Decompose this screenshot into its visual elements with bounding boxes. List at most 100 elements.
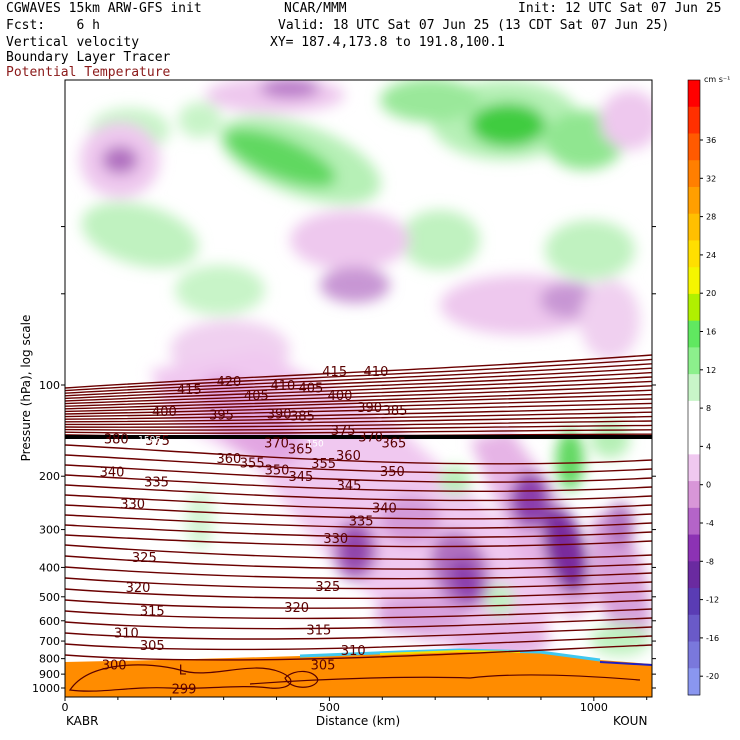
x-axis-ticks: 0 500 1000	[62, 697, 648, 714]
theta-label: 385	[383, 404, 408, 419]
theta-label: 410	[270, 379, 295, 394]
colorbar-label: -20	[706, 672, 719, 681]
y-tick-label: 900	[39, 668, 60, 681]
theta-contour-line	[65, 354, 652, 389]
theta-contour-line	[65, 411, 652, 423]
y-tick-label: 600	[39, 615, 60, 628]
colorbar-swatch	[688, 534, 700, 562]
theta-contour-line	[65, 363, 652, 394]
theta-label: 310	[114, 626, 139, 641]
theta-contour-line	[65, 566, 652, 580]
y-tick-label: 200	[39, 470, 60, 483]
theta-label: 315	[306, 623, 331, 638]
theta-contour-line	[65, 599, 652, 609]
colorbar-label: 36	[706, 136, 716, 145]
y-tick-label: 500	[39, 591, 60, 604]
theta-label: 415	[177, 383, 202, 398]
y-tick-label: 100	[39, 379, 60, 392]
theta-label: 375	[331, 424, 356, 439]
theta-label: 355	[311, 457, 336, 472]
colorbar-swatch	[688, 614, 700, 643]
colorbar-label: 4	[706, 442, 711, 451]
colorbar-label: 8	[706, 404, 711, 413]
theta-contour-line	[65, 544, 652, 561]
theta-label: 395	[209, 408, 234, 423]
endpoint-right: KOUN	[613, 714, 647, 728]
field-boundary-layer-tracer: Boundary Layer Tracer	[6, 50, 171, 65]
colorbar-swatch	[688, 481, 700, 509]
theta-label: 405	[298, 382, 323, 397]
colorbar-swatch	[688, 507, 700, 536]
colorbar-swatch	[688, 668, 700, 696]
colorbar-label: -8	[706, 557, 714, 566]
theta-contour-line	[65, 380, 652, 405]
theta-label: 410	[364, 365, 389, 380]
theta-contour-line	[65, 534, 652, 548]
theta-contour-line	[65, 389, 652, 410]
colorbar-label: -16	[706, 634, 719, 643]
theta-label: 375	[145, 434, 170, 449]
x-tick-label: 1000	[580, 701, 608, 714]
theta-contour-line	[65, 464, 652, 483]
colorbar-swatch	[688, 454, 700, 482]
colorbar-swatch	[688, 240, 700, 268]
theta-label: 345	[288, 470, 313, 485]
theta-contour-line	[65, 454, 652, 474]
boundary-layer-terrain	[65, 648, 652, 697]
colorbar-swatch	[688, 213, 700, 241]
field-vertical-velocity: Vertical velocity	[6, 35, 140, 50]
theta-label: 390	[267, 407, 292, 422]
colorbar-label: -12	[706, 596, 719, 605]
y-tick-label: 700	[39, 635, 60, 648]
theta-label: 420	[217, 375, 242, 390]
y-tick-label: 800	[39, 653, 60, 666]
theta-contour-line	[65, 635, 652, 651]
theta-label: 400	[152, 405, 177, 420]
endpoint-left: KABR	[66, 714, 98, 728]
cross-section-endpoints: XY= 187.4,173.8 to 191.8,100.1	[270, 35, 505, 50]
theta-label: 325	[315, 580, 340, 595]
valid-time: Valid: 18 UTC Sat 07 Jun 25 (13 CDT Sat …	[278, 18, 670, 33]
theta-contour-line	[65, 644, 652, 661]
colorbar-swatch	[688, 588, 700, 616]
theta-label: 390	[357, 401, 382, 416]
field-potential-temperature: Potential Temperature	[6, 65, 171, 80]
theta-contour-line	[65, 402, 652, 418]
theta-contour-line	[65, 398, 652, 415]
theta-label: 350	[380, 465, 405, 480]
theta-label: 360	[336, 449, 361, 464]
theta-label: 365	[288, 442, 313, 457]
theta-contour-line	[65, 407, 652, 420]
theta-contour-line	[65, 371, 652, 400]
init-time: Init: 12 UTC Sat 07 Jun 25	[518, 1, 722, 16]
colorbar-frame	[687, 79, 701, 696]
theta-contour-line	[65, 514, 652, 529]
theta-label: 370	[264, 437, 289, 452]
theta-contour-line	[65, 588, 652, 599]
colorbar-swatch	[688, 80, 700, 108]
theta-contour-line	[65, 555, 652, 570]
theta-label: 365	[382, 437, 407, 452]
colorbar-swatch	[688, 347, 700, 375]
theta-contour-line	[65, 376, 652, 402]
colorbar-label: 0	[706, 481, 711, 490]
low-marker: L	[179, 663, 187, 678]
theta-label: 340	[100, 466, 125, 481]
tropopause-label: 1505	[138, 435, 161, 445]
tropopause-label: 150	[307, 440, 324, 450]
theta-contours	[65, 354, 652, 661]
theta-contour-line	[65, 617, 652, 630]
theta-label: 335	[349, 514, 374, 529]
org-label: NCAR/MMM	[284, 1, 347, 16]
theta-label: 405	[244, 389, 269, 404]
colorbar-label: 32	[706, 174, 716, 183]
colorbar: 36 32 28 24 20 16 12 8 4 0 -4 -8 -12 -16 -20	[687, 79, 719, 696]
theta-contour-line	[65, 424, 652, 431]
model-title: CGWAVES 15km ARW-GFS init	[6, 1, 202, 16]
theta-label: 400	[328, 389, 353, 404]
colorbar-swatch	[688, 133, 700, 161]
theta-label: 415	[322, 365, 347, 380]
theta-label: 360	[217, 452, 242, 467]
